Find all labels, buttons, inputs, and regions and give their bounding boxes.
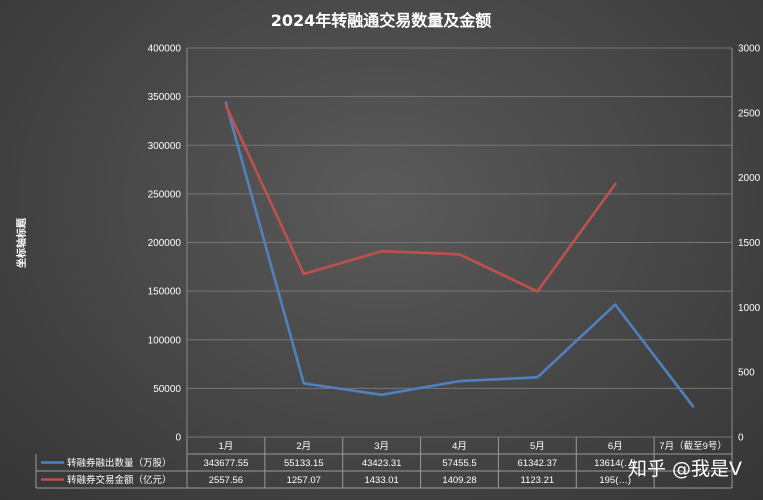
- data-label: 1123.21: [521, 475, 555, 486]
- data-label: 57455.5: [442, 458, 476, 469]
- chart-title: 2024年转融通交易数量及金额: [271, 11, 492, 30]
- category-label: 7月（截至9号）: [659, 440, 727, 452]
- grid: [186, 47, 733, 438]
- left-tick-label: 300000: [148, 141, 182, 152]
- data-table: 1月 2月 3月 4月 5月 6月 7月（截至9号） 转融券融出数量（万股） 343677.55…: [35, 437, 733, 489]
- data-label: 61342.37: [518, 458, 558, 469]
- data-label: 195(…): [599, 475, 631, 486]
- plot-lines: [224, 101, 695, 408]
- data-label: 1433.01: [364, 475, 398, 486]
- left-tick-label: 200000: [148, 238, 182, 249]
- data-label: 1257.07: [287, 475, 321, 486]
- right-tick-label: 2000: [738, 173, 761, 184]
- category-label: 4月: [452, 441, 467, 452]
- data-label: 343677.55: [203, 458, 248, 469]
- data-label: 43423.31: [362, 458, 402, 469]
- category-label: 1月: [219, 441, 234, 452]
- left-tick-label: 0: [175, 433, 181, 444]
- series-line-2: [224, 104, 617, 293]
- category-label: 2月: [296, 441, 311, 452]
- right-tick-label: 2500: [738, 108, 761, 119]
- left-tick-label: 50000: [153, 384, 181, 395]
- y-axis-title: 坐标轴标题: [15, 217, 28, 268]
- left-tick-label: 350000: [148, 92, 182, 103]
- data-label: 1409.28: [442, 475, 476, 486]
- data-label: 13614(…): [594, 458, 636, 469]
- left-axis: 0 50000 100000 150000 200000 250000 300000 3500…: [148, 44, 182, 444]
- right-axis: 0 500 1000 1500 2000 2500 3000: [738, 44, 761, 444]
- right-tick-label: 0: [738, 433, 744, 444]
- legend-label-2: 转融券交易金额（亿元）: [67, 474, 172, 486]
- left-tick-label: 400000: [148, 44, 182, 55]
- right-tick-label: 1000: [738, 303, 761, 314]
- category-label: 3月: [374, 441, 389, 452]
- left-tick-label: 150000: [148, 287, 182, 298]
- left-tick-label: 100000: [148, 335, 182, 346]
- right-tick-label: 500: [738, 368, 755, 379]
- category-label: 5月: [530, 441, 545, 452]
- watermark: 知乎 @我是V: [628, 458, 742, 480]
- legend-label-1: 转融券融出数量（万股）: [67, 457, 172, 469]
- series-line-1: [224, 101, 695, 408]
- data-label: 55133.15: [284, 458, 324, 469]
- right-tick-label: 1500: [738, 238, 761, 249]
- category-label: 6月: [608, 441, 623, 452]
- right-tick-label: 3000: [738, 44, 761, 55]
- left-tick-label: 250000: [148, 189, 182, 200]
- data-label: 2557.56: [209, 475, 243, 486]
